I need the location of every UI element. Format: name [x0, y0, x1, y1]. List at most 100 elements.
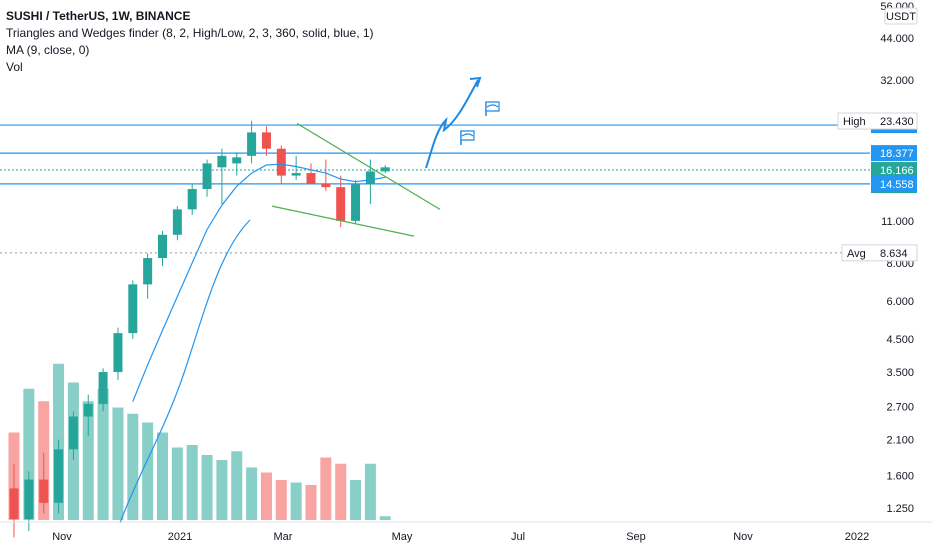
- volume-bar: [171, 447, 183, 520]
- price-tick-label: 11.000: [881, 216, 914, 228]
- candle-body: [83, 403, 93, 417]
- time-tick-label: Mar: [274, 531, 293, 543]
- volume-bar: [379, 516, 391, 520]
- high-tag-box: [837, 112, 918, 130]
- candle-body: [187, 189, 197, 210]
- price-tick-label: 1.600: [886, 470, 914, 482]
- time-axis[interactable]: Nov 2021 Mar May Jul Sep Nov 2022: [0, 521, 932, 543]
- candle-body: [380, 167, 390, 172]
- flag-wave-icon: [486, 104, 499, 108]
- candle-body: [202, 163, 212, 190]
- volume-bar: [23, 388, 35, 520]
- price-tick-label: 44.000: [880, 33, 914, 45]
- volume-bar: [82, 401, 94, 520]
- candle-body: [365, 171, 375, 185]
- volume-bar: [335, 463, 347, 520]
- level-mid-badge-box: [871, 145, 917, 162]
- volume-bar: [127, 413, 139, 520]
- drawings: [271, 76, 500, 237]
- price-tick-label: 2.100: [886, 435, 914, 447]
- flag-wave-icon: [461, 133, 474, 137]
- candle-body: [39, 479, 49, 503]
- ma-line: [132, 163, 386, 402]
- volume-bar: [275, 480, 287, 520]
- volume-bar: [216, 460, 228, 520]
- horizontal-levels: [0, 124, 870, 254]
- time-tick-label: 2021: [168, 531, 192, 543]
- volume-bar: [142, 422, 154, 520]
- candle-body: [291, 173, 301, 176]
- volume-bar: [157, 432, 168, 520]
- volume-bar: [320, 457, 332, 520]
- candle-body: [98, 372, 108, 404]
- price-tick-label: 32.000: [880, 75, 914, 87]
- indicator-wedges-label[interactable]: Triangles and Wedges finder (8, 2, High/…: [6, 26, 374, 40]
- volume-bar: [290, 482, 302, 520]
- level-lower-badge: 14.558: [880, 179, 914, 191]
- price-tick-label: 2.700: [886, 401, 914, 413]
- moving-average: [119, 163, 386, 524]
- candle-body: [113, 333, 123, 373]
- time-tick-label: 2022: [845, 531, 869, 543]
- last-price-badge-box: [871, 162, 917, 179]
- volume-bar: [112, 407, 124, 520]
- candle-body: [321, 183, 331, 188]
- candle-body: [9, 488, 19, 520]
- candle-body: [306, 173, 316, 184]
- volume-bar: [246, 467, 258, 520]
- indicator-ma-label[interactable]: MA (9, close, 0): [6, 43, 90, 57]
- price-tick-label: 6.000: [886, 296, 914, 308]
- level-lower-badge-box: [871, 175, 917, 192]
- candle-body: [143, 258, 153, 285]
- volume-bar: [364, 463, 376, 520]
- candle-body: [172, 209, 182, 235]
- currency-label: USDT: [886, 11, 916, 23]
- price-axis[interactable]: 56.00044.00032.00011.0008.0006.0004.5003…: [837, 1, 918, 515]
- time-tick-label: Nov: [733, 531, 753, 543]
- candle-body: [24, 479, 34, 520]
- candle-body: [336, 187, 346, 221]
- high-tag-label: High: [843, 116, 866, 128]
- price-tick-label: 3.500: [886, 367, 914, 379]
- avg-tag-label: Avg: [847, 248, 866, 260]
- arrow-head-icon: [469, 76, 482, 88]
- wedge-lower-line: [271, 205, 415, 237]
- volume-bar: [201, 455, 213, 520]
- candle-body: [217, 155, 227, 168]
- volume-bar: [97, 388, 109, 520]
- candle-body: [351, 184, 361, 221]
- flag-icon: [460, 130, 475, 141]
- volume-bar: [231, 451, 243, 520]
- candle-body: [276, 148, 286, 176]
- candle-body: [247, 132, 257, 156]
- currency-box: [884, 7, 918, 25]
- candle-body: [128, 284, 138, 334]
- time-tick-label: Jul: [511, 531, 525, 543]
- time-tick-label: Sep: [626, 531, 646, 543]
- volume-bar: [186, 445, 198, 520]
- ma-tail-line: [119, 219, 251, 524]
- time-tick-label: Nov: [52, 531, 72, 543]
- candle-body: [68, 416, 78, 450]
- price-tick-label: 1.250: [886, 503, 914, 515]
- symbol-title[interactable]: SUSHI / TetherUS, 1W, BINANCE: [6, 9, 191, 23]
- indicator-vol-label[interactable]: Vol: [6, 60, 23, 74]
- last-price-badge: 16.166: [880, 165, 914, 177]
- volume-bar: [350, 480, 362, 520]
- flag-icon: [485, 101, 500, 112]
- projection-arrow: [425, 79, 479, 169]
- avg-tag-box: [841, 244, 918, 262]
- level-mid-badge: 18.377: [880, 148, 914, 160]
- avg-tag-value: 8.634: [880, 248, 908, 260]
- volume-bar: [260, 472, 272, 520]
- candle-body: [261, 132, 271, 149]
- candle-body: [158, 234, 167, 259]
- wedge-upper-line: [296, 122, 441, 210]
- candle-body: [232, 157, 242, 164]
- high-tag-value: 23.430: [880, 116, 914, 128]
- chart-legend: SUSHI / TetherUS, 1W, BINANCE Triangles …: [6, 8, 374, 76]
- candlesticks: [9, 120, 390, 538]
- price-tick-label: 4.500: [886, 334, 914, 346]
